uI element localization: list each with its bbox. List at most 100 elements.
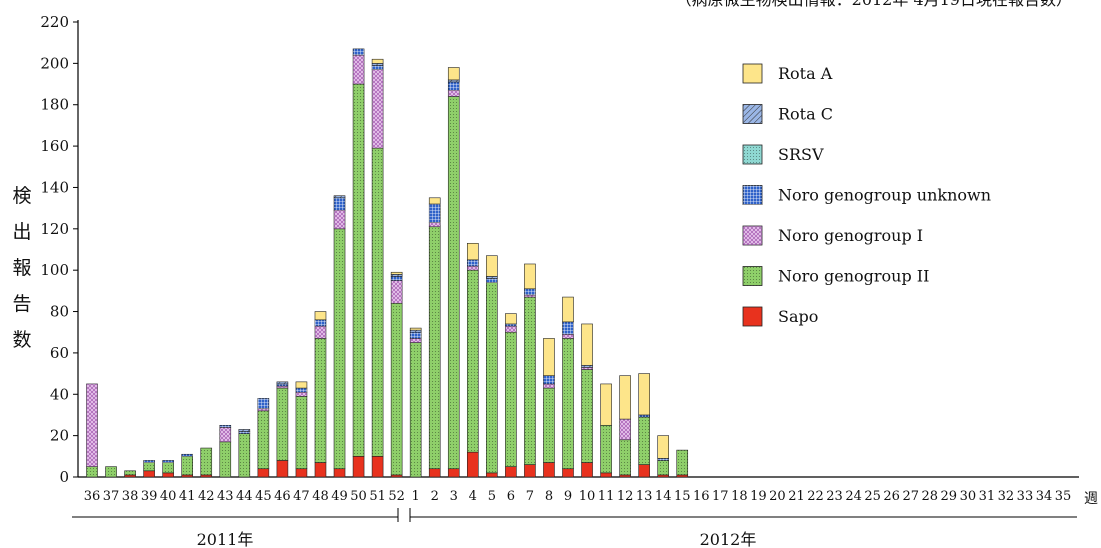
y-tick-label: 100 xyxy=(40,261,69,279)
bar-texture xyxy=(505,332,517,467)
legend-swatch-texture xyxy=(743,226,762,245)
y-label-char: 検 xyxy=(12,185,31,207)
bar-texture xyxy=(124,470,136,475)
x-tick-label: 30 xyxy=(960,489,977,504)
bar-rota-a xyxy=(295,381,308,389)
x-tick-label: 35 xyxy=(1055,489,1072,504)
bar-texture xyxy=(543,388,555,463)
bar-texture xyxy=(410,330,422,333)
bar-texture xyxy=(448,79,460,82)
bar-sapo xyxy=(390,474,403,478)
x-tick-label: 6 xyxy=(507,489,515,504)
bar-texture xyxy=(505,326,517,333)
bar-stack-7 xyxy=(524,263,536,478)
bar-texture xyxy=(334,210,346,229)
x-tick-label: 16 xyxy=(693,489,710,504)
bar-texture xyxy=(410,338,422,343)
bar-stack-10 xyxy=(581,323,593,478)
bar-texture xyxy=(391,280,403,304)
x-tick-label: 14 xyxy=(655,489,672,504)
bar-texture xyxy=(581,365,593,368)
legend-label: Sapo xyxy=(778,307,818,326)
bar-texture xyxy=(238,429,250,432)
x-tick-label: 2 xyxy=(431,489,439,504)
bar-stack-44 xyxy=(238,429,251,478)
bar-texture xyxy=(276,383,288,386)
bar-rota-a xyxy=(390,271,403,275)
bar-sapo xyxy=(447,468,460,478)
bar-sapo xyxy=(486,472,498,478)
bar-texture xyxy=(181,456,193,475)
year-label-2012: 2012年 xyxy=(700,530,757,548)
bar-texture xyxy=(391,303,403,475)
y-tick-label: 120 xyxy=(40,220,69,238)
bar-texture xyxy=(105,466,117,477)
x-tick-label: 19 xyxy=(750,489,767,504)
x-tick-label: 10 xyxy=(579,489,596,504)
bar-texture xyxy=(657,460,669,475)
bar-sapo xyxy=(200,474,213,478)
bar-texture xyxy=(200,448,212,475)
x-tick-label: 45 xyxy=(255,489,272,504)
y-tick-label: 40 xyxy=(50,385,69,403)
bar-stack-14 xyxy=(657,435,670,478)
bar-texture xyxy=(448,96,460,469)
bar-stack-47 xyxy=(295,381,308,478)
bar-rota-a xyxy=(447,67,460,81)
bar-texture xyxy=(86,383,98,467)
y-tick-label: 140 xyxy=(40,178,69,196)
bar-rota-a xyxy=(638,373,650,416)
y-label-char: 数 xyxy=(12,329,31,351)
x-tick-label: 20 xyxy=(769,489,786,504)
legend-swatch-texture xyxy=(743,145,762,164)
bar-texture xyxy=(524,288,536,295)
bar-texture xyxy=(295,392,307,397)
bar-stack-9 xyxy=(562,296,574,478)
x-tick-label: 26 xyxy=(883,489,900,504)
bar-texture xyxy=(581,369,593,463)
bar-texture xyxy=(257,410,269,469)
bar-sapo xyxy=(466,451,479,478)
chart-title: （病原微生物検出情報：2012年 4月19日現在報告数） xyxy=(676,0,1072,9)
y-label-char: 報 xyxy=(12,257,31,279)
bar-texture xyxy=(353,48,365,56)
bar-rota-a xyxy=(562,296,574,323)
bar-texture xyxy=(219,441,231,477)
bar-texture xyxy=(334,197,346,211)
y-label-char: 告 xyxy=(12,293,31,315)
bar-rota-a xyxy=(486,255,498,277)
x-tick-label: 4 xyxy=(469,489,477,504)
bar-stack-40 xyxy=(162,460,174,478)
x-tick-label: 25 xyxy=(864,489,881,504)
bar-texture xyxy=(276,386,288,389)
bar-sapo xyxy=(257,468,270,478)
bar-texture xyxy=(334,195,346,198)
bar-sapo xyxy=(505,466,517,478)
x-tick-label: 36 xyxy=(84,489,101,504)
x-tick-label: 49 xyxy=(331,489,348,504)
x-tick-label: 7 xyxy=(526,489,534,504)
bar-texture xyxy=(314,338,326,463)
bar-texture xyxy=(524,297,536,465)
y-tick-label: 160 xyxy=(40,137,69,155)
x-tick-label: 42 xyxy=(198,489,215,504)
bar-stack-51 xyxy=(371,58,384,478)
x-tick-label: 21 xyxy=(788,489,805,504)
x-tick-label: 23 xyxy=(826,489,843,504)
x-tick-label: 32 xyxy=(998,489,1015,504)
legend-item-noro-genogroup-ii: Noro genogroup II xyxy=(742,266,929,286)
bar-stack-36 xyxy=(86,383,98,478)
legend-swatch xyxy=(742,63,763,84)
bar-rota-a xyxy=(466,242,479,261)
bar-sapo xyxy=(676,474,689,478)
bar-sapo xyxy=(562,468,574,478)
bar-texture xyxy=(372,63,384,66)
bar-texture xyxy=(372,65,384,70)
bar-texture xyxy=(638,414,650,418)
bar-stack-52 xyxy=(390,271,403,478)
legend-item-rota-c: Rota C xyxy=(742,104,833,124)
x-tick-label: 3 xyxy=(450,489,458,504)
x-tick-label: 37 xyxy=(103,489,120,504)
legend-item-noro-genogroup-unknown: Noro genogroup unknown xyxy=(742,185,991,205)
